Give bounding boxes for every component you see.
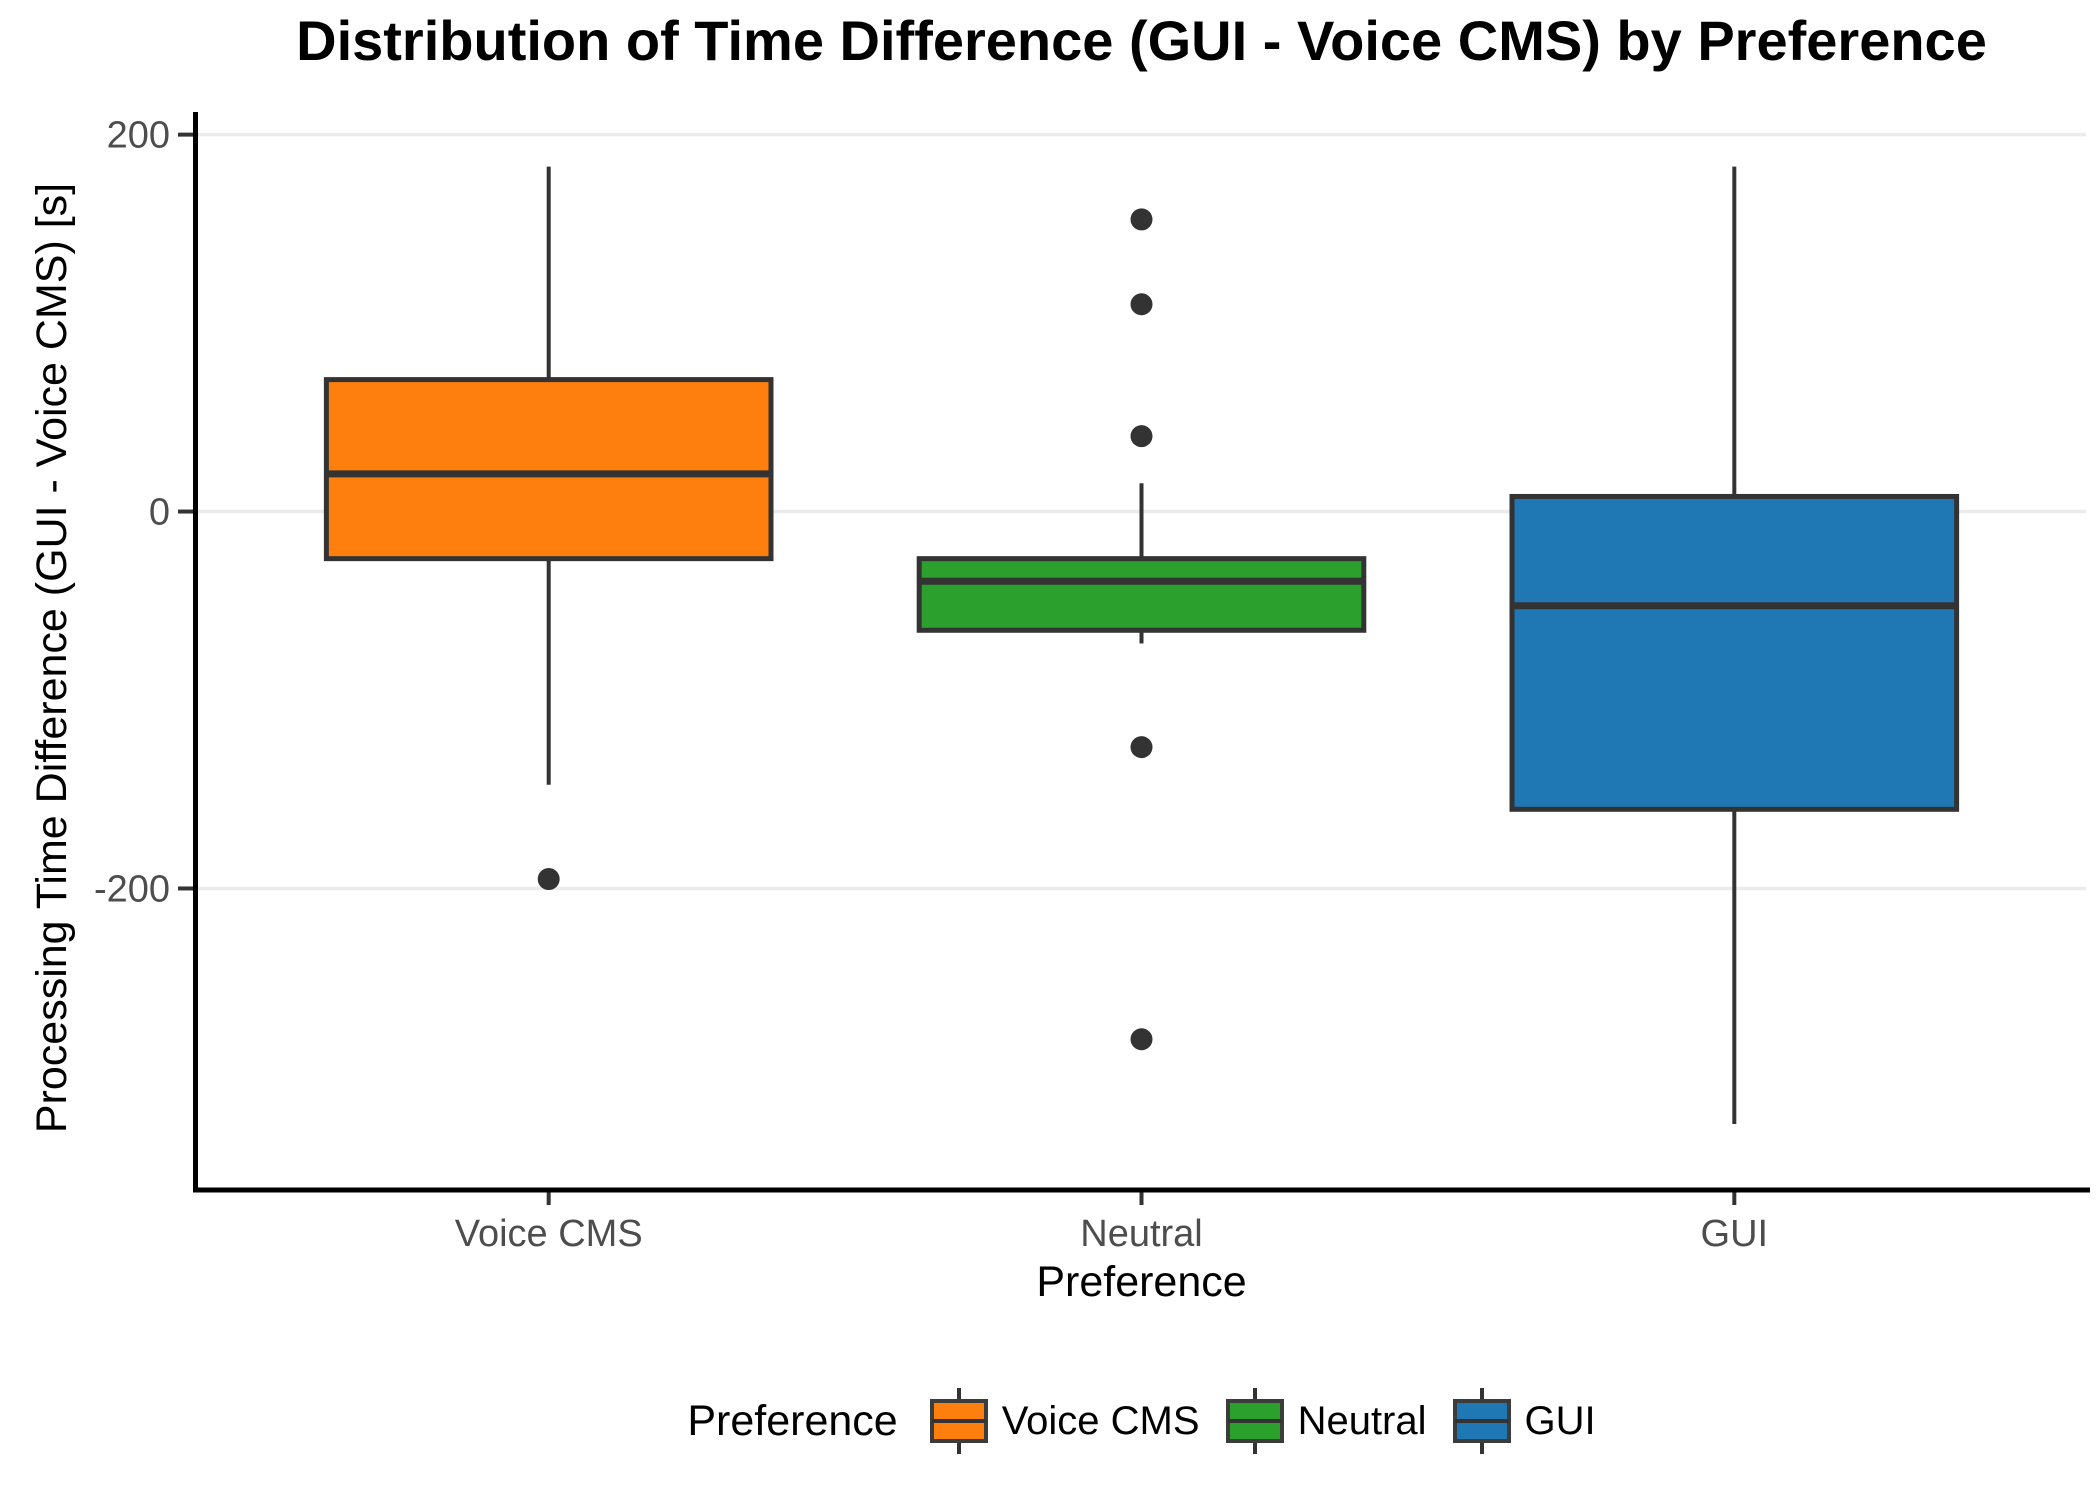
- y-tick-label: -200: [94, 868, 170, 910]
- box: [323, 377, 774, 562]
- x-axis-title: Preference: [1036, 1258, 1247, 1306]
- outlier-point: [537, 868, 560, 891]
- outlier-point: [1130, 425, 1153, 448]
- x-tick-label: Voice CMS: [455, 1213, 643, 1255]
- legend-label: GUI: [1524, 1398, 1596, 1443]
- outlier-point: [1130, 293, 1153, 316]
- outlier-point: [1130, 208, 1153, 231]
- legend-key-boxplot-icon: [929, 1388, 988, 1454]
- y-tick-label: 200: [107, 115, 170, 157]
- outlier-point: [1130, 1028, 1153, 1051]
- outlier-point: [1130, 736, 1153, 759]
- x-tick-label: Neutral: [1080, 1213, 1203, 1255]
- legend-item: GUI: [1452, 1388, 1596, 1454]
- legend-key-boxplot-icon: [1452, 1388, 1511, 1454]
- legend-title: Preference: [687, 1396, 898, 1445]
- legend-item: Voice CMS: [929, 1388, 1200, 1454]
- legend-item: Neutral: [1225, 1388, 1427, 1454]
- box: [916, 556, 1367, 633]
- legend-label: Neutral: [1297, 1398, 1427, 1443]
- chart-title: Distribution of Time Difference (GUI - V…: [296, 9, 1987, 72]
- legend-key-boxplot-icon: [1225, 1388, 1284, 1454]
- legend: Preference Voice CMS Neutral GUI: [193, 1388, 2090, 1454]
- legend-label: Voice CMS: [1001, 1398, 1200, 1443]
- y-tick-label: 0: [149, 492, 170, 534]
- box: [1509, 493, 1960, 812]
- x-tick-label: GUI: [1701, 1213, 1769, 1255]
